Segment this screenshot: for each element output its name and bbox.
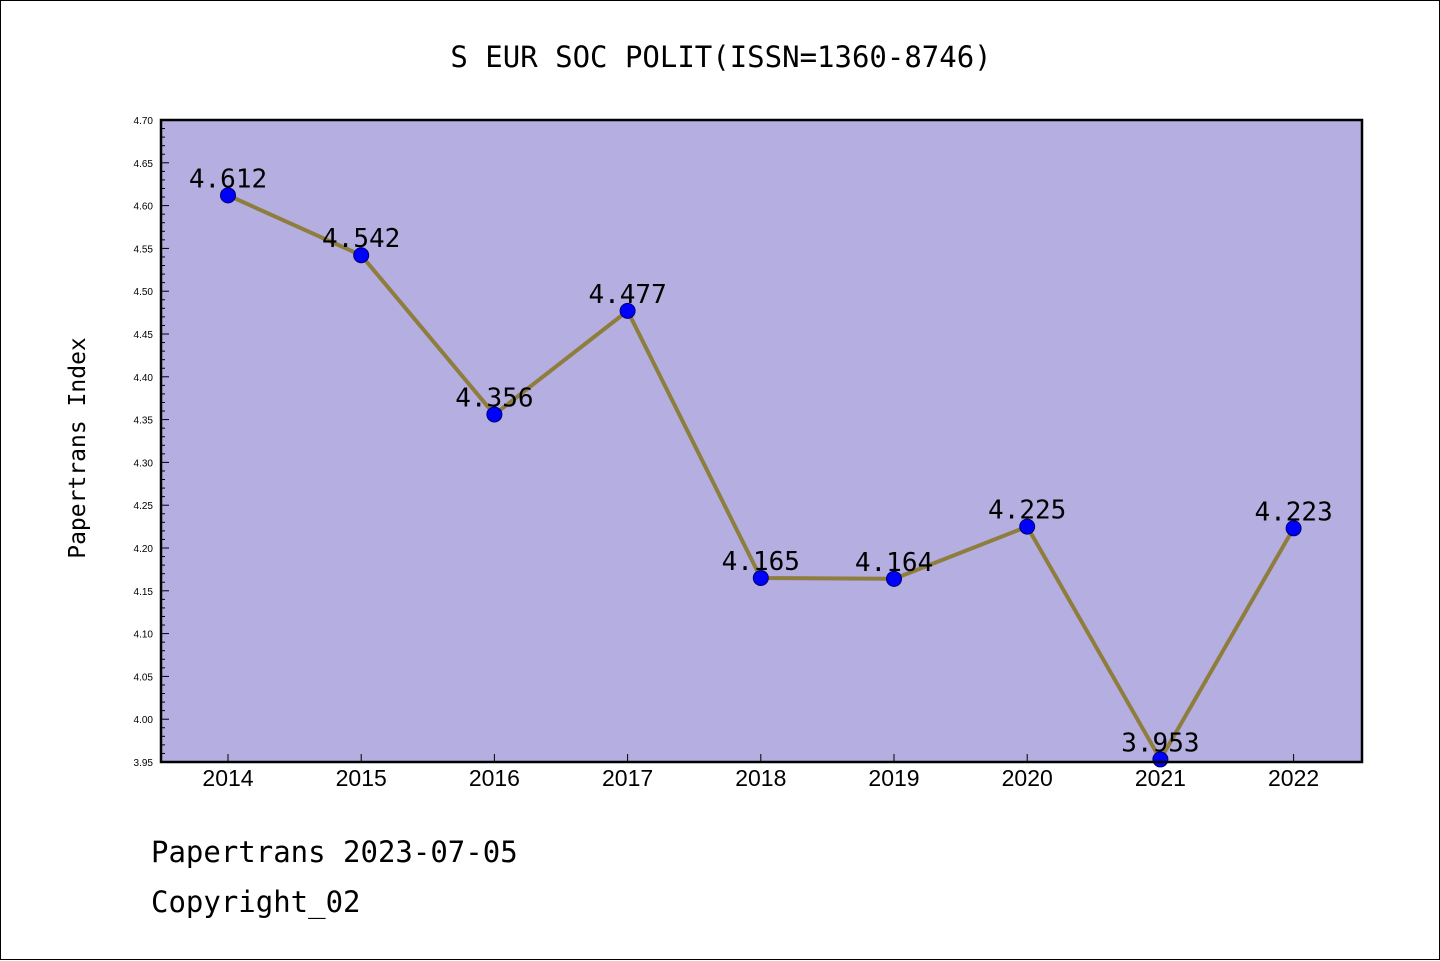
data-label: 4.164 [855, 548, 933, 578]
data-point [1019, 518, 1036, 535]
y-tick-label: 4.40 [134, 373, 154, 384]
data-point [1285, 520, 1302, 537]
x-axis: 2014 2015 2016 2017 2018 2019 2020 2021 2022 [202, 754, 1319, 791]
data-label: 4.612 [189, 164, 267, 194]
y-tick-label: 4.20 [134, 544, 154, 555]
footer-date: Papertrans 2023-07-05 [151, 835, 518, 869]
data-label: 4.223 [1254, 497, 1332, 527]
y-tick-label: 4.60 [134, 202, 154, 213]
data-label: 4.542 [322, 224, 400, 254]
data-label: 4.356 [455, 383, 533, 413]
y-tick-label: 4.25 [134, 501, 154, 512]
x-tick-label: 2019 [868, 765, 919, 791]
data-label: 4.165 [722, 547, 800, 577]
plot-border [159, 118, 1364, 764]
x-tick-label: 2016 [469, 765, 520, 791]
data-point [486, 406, 503, 423]
y-tick-label: 4.35 [134, 416, 154, 427]
data-point [619, 302, 636, 319]
y-tick-label: 4.10 [134, 630, 154, 641]
y-tick-label: 3.95 [134, 758, 154, 769]
x-tick-label: 2021 [1135, 765, 1186, 791]
y-tick-label: 4.30 [134, 458, 154, 469]
y-tick-label: 4.70 [134, 116, 154, 127]
y-tick-label: 4.00 [134, 715, 154, 726]
x-tick-label: 2015 [336, 765, 387, 791]
x-tick-label: 2018 [735, 765, 786, 791]
x-tick-label: 2014 [202, 765, 253, 791]
y-tick-label: 4.15 [134, 587, 154, 598]
data-point [353, 247, 370, 264]
data-point [752, 569, 769, 586]
data-label: 4.477 [588, 280, 666, 310]
footer-copyright: Copyright_02 [151, 885, 361, 919]
data-label: 3.953 [1121, 728, 1199, 758]
y-tick-label: 4.65 [134, 159, 154, 170]
chart-title: S EUR SOC POLIT(ISSN=1360-8746) [450, 40, 991, 74]
y-tick-label: 4.55 [134, 244, 154, 255]
y-tick-label: 4.50 [134, 287, 154, 298]
y-axis-label: Papertrans Index [65, 337, 91, 559]
x-tick-label: 2017 [602, 765, 653, 791]
y-tick-label: 4.45 [134, 330, 154, 341]
x-tick-label: 2022 [1268, 765, 1319, 791]
plot-area [161, 120, 1362, 762]
x-tick-label: 2020 [1002, 765, 1053, 791]
data-point [220, 187, 236, 204]
data-point [886, 570, 902, 587]
data-label: 4.225 [988, 496, 1066, 526]
series-line-group: 4.612 4.542 4.356 4.477 4.165 4.164 4.225 3.953… [189, 164, 1333, 768]
y-tick-label: 4.05 [134, 672, 154, 683]
